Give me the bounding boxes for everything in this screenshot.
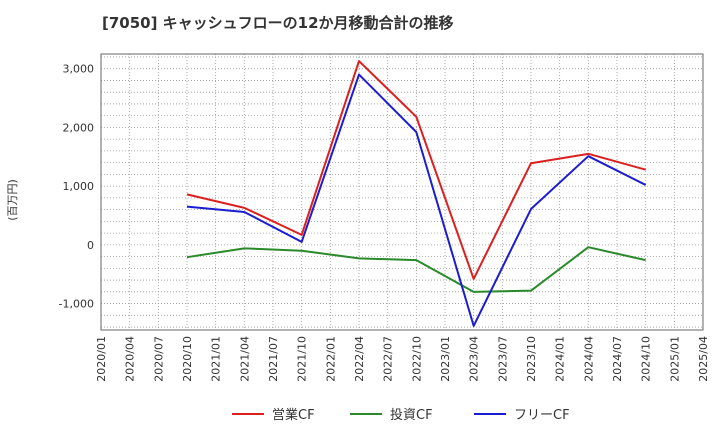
legend: 営業CF 投資CF フリーCF: [232, 407, 570, 423]
x-tick-label: 2023/01: [439, 336, 452, 382]
y-tick-label: 0: [87, 239, 94, 252]
series-line-1: [186, 60, 646, 280]
x-tick-label: 2025/01: [668, 336, 681, 382]
x-tick-label: 2022/01: [324, 336, 337, 382]
y-tick-label: 3,000: [63, 63, 95, 76]
chart-title: [7050] キャッシュフローの12か月移動合計の推移: [102, 14, 454, 32]
x-tick-label: 2022/04: [353, 336, 366, 382]
legend-label: 投資CF: [390, 407, 433, 423]
x-tick-label: 2023/07: [496, 336, 509, 382]
series-line-2: [186, 246, 646, 293]
y-axis-label: (百万円): [6, 179, 19, 221]
y-tick-label: 2,000: [63, 121, 95, 134]
x-tick-label: 2023/04: [468, 336, 481, 382]
y-tick-label: -1,000: [59, 298, 94, 311]
x-tick-label: 2024/01: [554, 336, 567, 382]
x-tick-label: 2020/07: [152, 336, 165, 382]
x-tick-label: 2020/10: [181, 336, 194, 382]
series-lines: [186, 60, 647, 327]
x-tick-label: 2024/04: [582, 336, 595, 382]
y-tick-label: 1,000: [63, 180, 95, 193]
series-line-3: [186, 73, 647, 327]
x-tick-label: 2021/01: [210, 336, 223, 382]
x-axis: 2020/01 2020/04 2020/07 2020/10 2021/01 2021/…: [95, 336, 710, 382]
x-tick-label: 2024/10: [640, 336, 653, 382]
x-tick-label: 2022/07: [382, 336, 395, 382]
x-tick-label: 2021/07: [267, 336, 280, 382]
legend-label: フリーCF: [514, 408, 570, 423]
plot-area: [100, 53, 704, 331]
x-tick-label: 2024/07: [611, 336, 624, 382]
grid: [100, 54, 704, 330]
x-tick-label: 2022/10: [410, 336, 423, 382]
x-tick-label: 2023/10: [525, 336, 538, 382]
y-axis: -1,000 0 1,000 2,000 3,000: [59, 63, 94, 311]
x-tick-label: 2020/01: [95, 336, 108, 382]
x-tick-label: 2020/04: [124, 336, 137, 382]
x-tick-label: 2025/04: [697, 336, 710, 382]
x-tick-label: 2021/04: [238, 336, 251, 382]
legend-label: 営業CF: [272, 407, 315, 423]
x-tick-label: 2021/10: [296, 336, 309, 382]
